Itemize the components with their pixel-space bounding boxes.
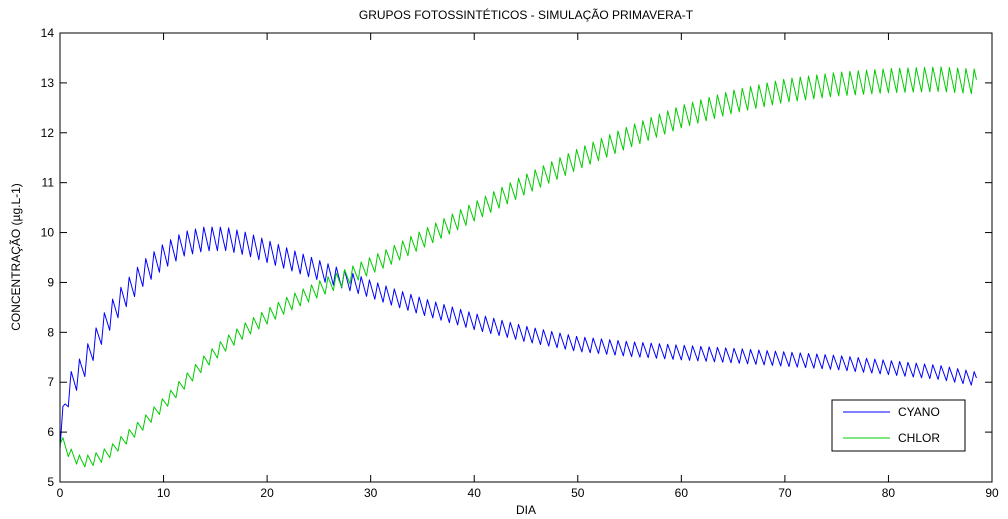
y-tick-label: 8 (47, 325, 54, 339)
x-tick-label: 20 (260, 486, 274, 500)
y-axis-title: CONCENTRAÇÃO (µg.L-1) (9, 183, 23, 331)
y-tick-label: 6 (47, 425, 54, 439)
series-line-chlor (59, 66, 977, 468)
y-tick-label: 12 (41, 126, 55, 140)
x-tick-label: 0 (57, 486, 64, 500)
x-tick-label: 80 (882, 486, 896, 500)
x-tick-label: 90 (985, 486, 999, 500)
legend-label-chlor: CHLOR (898, 431, 940, 445)
chart-title: GRUPOS FOTOSSINTÉTICOS - SIMULAÇÃO PRIMA… (359, 7, 694, 22)
legend-box (831, 399, 966, 452)
x-axis-title: DIA (516, 503, 536, 517)
x-tick-label: 30 (364, 486, 378, 500)
legend-label-cyano: CYANO (898, 405, 940, 419)
y-tick-label: 10 (41, 226, 55, 240)
x-tick-label: 50 (571, 486, 585, 500)
y-tick-label: 9 (47, 275, 54, 289)
series-line-cyano (59, 226, 977, 449)
x-tick-label: 60 (675, 486, 689, 500)
x-tick-label: 70 (778, 486, 792, 500)
x-tick-label: 10 (157, 486, 171, 500)
y-tick-label: 7 (47, 375, 54, 389)
x-tick-label: 40 (468, 486, 482, 500)
series-layer (59, 66, 977, 468)
y-tick-label: 14 (41, 26, 55, 40)
ticks-layer: 0 10 20 30 40 50 60 70 80 90 5 6 7 8 9 10 11 12 13 14 (41, 26, 999, 500)
legend: CYANO CHLOR (831, 399, 966, 452)
y-tick-label: 13 (41, 76, 55, 90)
y-tick-label: 11 (42, 176, 55, 190)
plot-frame (59, 32, 993, 483)
y-tick-label: 5 (47, 475, 54, 489)
